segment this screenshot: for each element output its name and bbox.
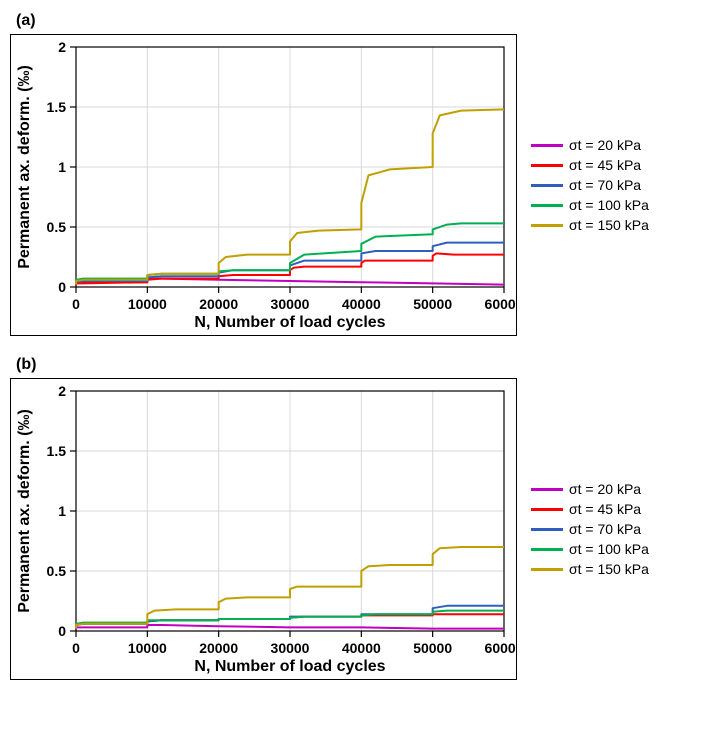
- xtick-label: 30000: [271, 640, 310, 656]
- ytick-label: 1: [58, 503, 66, 519]
- ytick-label: 0: [58, 623, 66, 639]
- legend-line-icon: [531, 184, 563, 187]
- legend-item: σt = 100 kPa: [531, 541, 649, 557]
- xtick-label: 30000: [271, 296, 310, 312]
- legend-line-icon: [531, 508, 563, 511]
- xlabel: N, Number of load cycles: [194, 314, 385, 331]
- legend-line-icon: [531, 568, 563, 571]
- legend-label: σt = 20 kPa: [569, 137, 641, 153]
- chart-svg: 0 10000 20000 30000 40000 50000 60000 0 0.5 1 1.5 2…: [11, 35, 516, 335]
- legend-label: σt = 45 kPa: [569, 157, 641, 173]
- legend-item: σt = 20 kPa: [531, 137, 649, 153]
- legend-line-icon: [531, 204, 563, 207]
- chart-box: 0 10000 20000 30000 40000 50000 60000 0 0.5 1 1.5 2…: [10, 34, 517, 336]
- xtick-label: 50000: [413, 296, 452, 312]
- ytick-label: 0.5: [47, 219, 67, 235]
- panel: (b) 0 10000 20000 30000 40000 50000 60000 0 0.5 1 1…: [10, 356, 704, 680]
- xtick-label: 40000: [342, 296, 381, 312]
- xtick-label: 40000: [342, 640, 381, 656]
- ylabel: Permanent ax. deform. (‰): [16, 65, 33, 269]
- legend-label: σt = 100 kPa: [569, 197, 649, 213]
- panel: (a) 0 10000 20000 30000 40000 50000 60000 0 0.5 1 1…: [10, 12, 704, 336]
- legend-line-icon: [531, 528, 563, 531]
- legend-item: σt = 70 kPa: [531, 177, 649, 193]
- ytick-label: 2: [58, 39, 66, 55]
- legend-item: σt = 20 kPa: [531, 481, 649, 497]
- legend-item: σt = 45 kPa: [531, 501, 649, 517]
- xtick-label: 20000: [199, 296, 238, 312]
- chart-row: 0 10000 20000 30000 40000 50000 60000 0 0.5 1 1.5 2…: [10, 378, 704, 680]
- legend-item: σt = 45 kPa: [531, 157, 649, 173]
- legend-item: σt = 70 kPa: [531, 521, 649, 537]
- ytick-label: 1.5: [47, 99, 67, 115]
- ytick-label: 2: [58, 383, 66, 399]
- chart-box: 0 10000 20000 30000 40000 50000 60000 0 0.5 1 1.5 2…: [10, 378, 517, 680]
- legend-line-icon: [531, 164, 563, 167]
- chart-row: 0 10000 20000 30000 40000 50000 60000 0 0.5 1 1.5 2…: [10, 34, 704, 336]
- panel-label: (a): [16, 12, 704, 30]
- legend-line-icon: [531, 548, 563, 551]
- ytick-label: 0.5: [47, 563, 67, 579]
- legend-label: σt = 150 kPa: [569, 217, 649, 233]
- xtick-label: 60000: [485, 296, 516, 312]
- ytick-label: 1.5: [47, 443, 67, 459]
- legend-label: σt = 70 kPa: [569, 521, 641, 537]
- panel-label: (b): [16, 356, 704, 374]
- legend-label: σt = 70 kPa: [569, 177, 641, 193]
- xtick-label: 10000: [128, 640, 167, 656]
- xtick-label: 10000: [128, 296, 167, 312]
- legend: σt = 20 kPa σt = 45 kPa σt = 70 kPa σt = 10…: [531, 481, 649, 577]
- legend-item: σt = 150 kPa: [531, 217, 649, 233]
- legend-line-icon: [531, 488, 563, 491]
- legend-label: σt = 45 kPa: [569, 501, 641, 517]
- xtick-label: 0: [72, 296, 80, 312]
- xtick-label: 20000: [199, 640, 238, 656]
- ytick-label: 0: [58, 279, 66, 295]
- legend-label: σt = 150 kPa: [569, 561, 649, 577]
- ytick-label: 1: [58, 159, 66, 175]
- legend: σt = 20 kPa σt = 45 kPa σt = 70 kPa σt = 10…: [531, 137, 649, 233]
- xlabel: N, Number of load cycles: [194, 658, 385, 675]
- legend-label: σt = 100 kPa: [569, 541, 649, 557]
- legend-line-icon: [531, 144, 563, 147]
- legend-item: σt = 150 kPa: [531, 561, 649, 577]
- legend-label: σt = 20 kPa: [569, 481, 641, 497]
- xtick-label: 0: [72, 640, 80, 656]
- legend-line-icon: [531, 224, 563, 227]
- xtick-label: 60000: [485, 640, 516, 656]
- legend-item: σt = 100 kPa: [531, 197, 649, 213]
- chart-svg: 0 10000 20000 30000 40000 50000 60000 0 0.5 1 1.5 2…: [11, 379, 516, 679]
- ylabel: Permanent ax. deform. (‰): [16, 409, 33, 613]
- xtick-label: 50000: [413, 640, 452, 656]
